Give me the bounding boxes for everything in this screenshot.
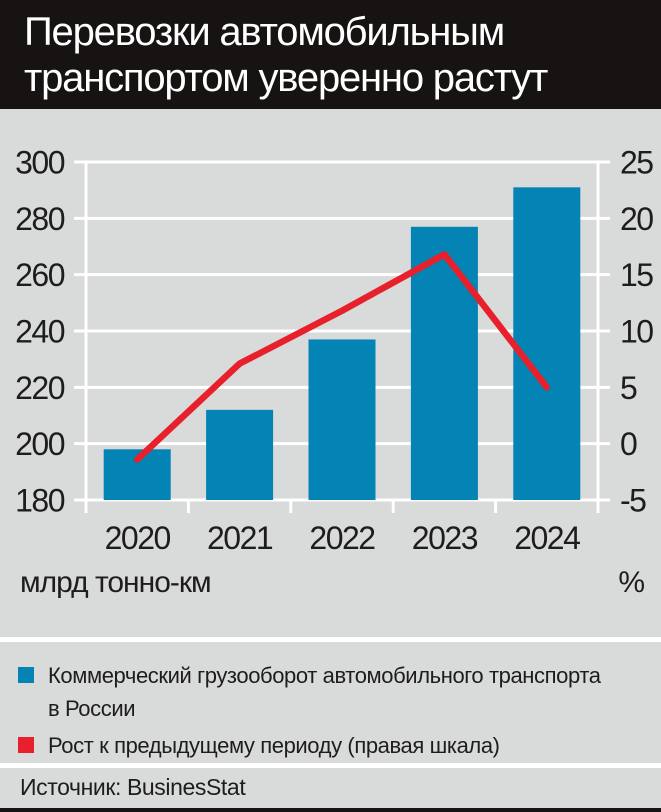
legend-label-bar-line-2: в России [48, 696, 136, 721]
page-title-line-1: Перевозки автомобильным [24, 10, 505, 54]
axis-units-row: млрд тонно-км % [20, 566, 645, 600]
source-note: Источник: BusinesStat [20, 774, 246, 800]
bottom-border [0, 808, 661, 812]
bar-series [103, 187, 581, 500]
svg-text:10: 10 [620, 314, 653, 350]
svg-text:180: 180 [15, 483, 65, 519]
svg-text:2024: 2024 [514, 520, 580, 556]
divider-top [0, 637, 661, 642]
bar-2022 [308, 339, 376, 500]
axis-lines [84, 162, 600, 513]
legend: Коммерческий грузооборот автомобильного … [18, 643, 649, 762]
legend-swatch-line-icon [18, 737, 34, 753]
svg-text:300: 300 [15, 145, 65, 181]
svg-text:-5: -5 [620, 483, 646, 519]
bar-2023 [410, 226, 478, 500]
svg-text:15: 15 [620, 257, 653, 293]
legend-swatch-bar-icon [18, 667, 34, 683]
growth-line [133, 251, 551, 463]
svg-text:2020: 2020 [105, 520, 171, 556]
svg-text:5: 5 [620, 370, 637, 406]
title-band: Перевозки автомобильным транспортом увер… [0, 0, 661, 109]
bar-2024 [513, 187, 581, 500]
right-axis-unit: % [618, 566, 645, 599]
legend-label-line: Рост к предыдущему периоду (правая шкала… [48, 729, 500, 762]
svg-text:260: 260 [15, 257, 65, 293]
svg-text:240: 240 [15, 314, 65, 350]
svg-text:20: 20 [620, 201, 653, 237]
svg-text:280: 280 [15, 201, 65, 237]
svg-text:2023: 2023 [412, 520, 478, 556]
right-tick-labels: 25 20 15 10 5 0 -5 [620, 145, 655, 519]
legend-label-bar-line-1: Коммерческий грузооборот автомобильного … [48, 663, 601, 688]
legend-label-bar: Коммерческий грузооборот автомобильного … [48, 659, 601, 725]
legend-item-bar: Коммерческий грузооборот автомобильного … [18, 659, 649, 725]
svg-text:220: 220 [15, 370, 65, 406]
left-axis-unit: млрд тонно-км [20, 566, 212, 599]
svg-text:0: 0 [620, 426, 637, 462]
legend-label-line-line-1: Рост к предыдущему периоду (правая шкала… [48, 733, 500, 758]
category-labels: 2020 2021 2022 2023 2024 [105, 520, 582, 556]
svg-text:2021: 2021 [207, 520, 273, 556]
left-tick-labels: 300 280 260 240 220 200 180 [15, 145, 66, 519]
svg-text:2022: 2022 [309, 520, 375, 556]
legend-item-line: Рост к предыдущему периоду (правая шкала… [18, 729, 649, 762]
divider-bottom [0, 763, 661, 768]
bar-2021 [206, 409, 274, 500]
svg-text:200: 200 [15, 426, 65, 462]
svg-text:25: 25 [620, 145, 653, 181]
page-title-line-2: транспортом уверенно растут [24, 56, 548, 100]
